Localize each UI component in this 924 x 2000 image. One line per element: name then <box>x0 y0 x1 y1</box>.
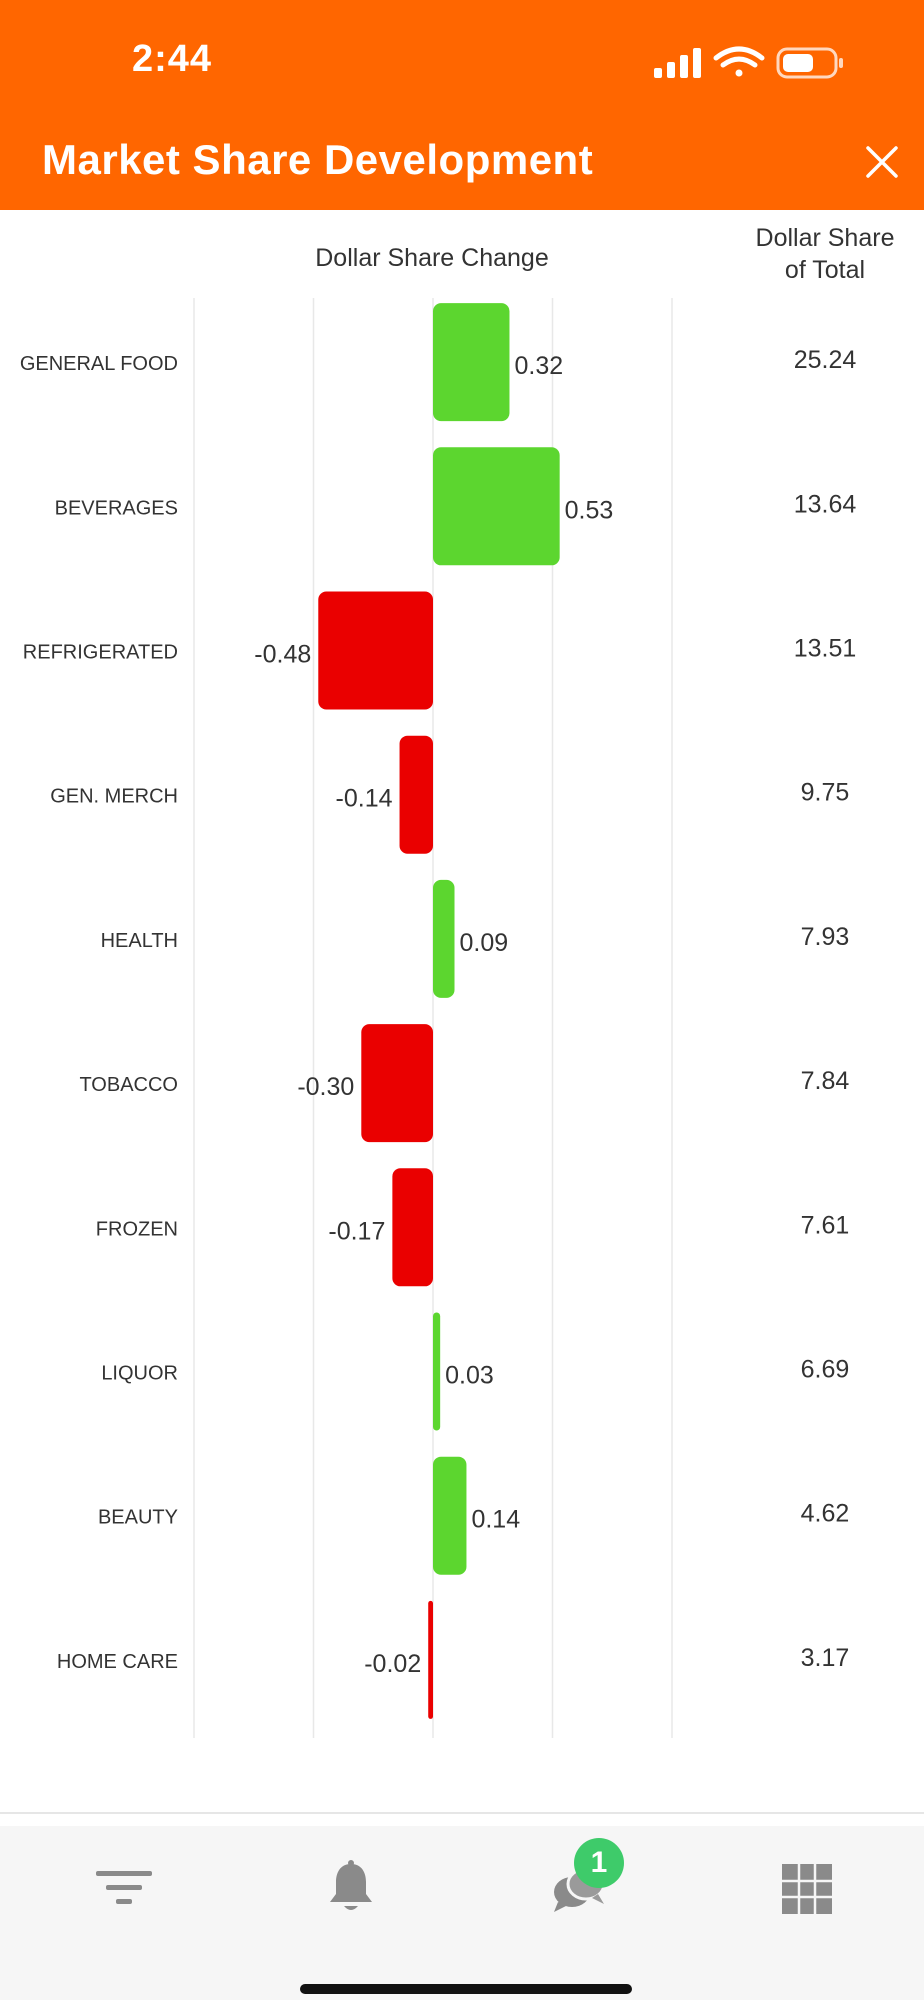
x-tick-label: 0 <box>426 1756 440 1760</box>
signal-icon <box>654 48 701 78</box>
filter-icon[interactable] <box>96 1868 152 1912</box>
change-column-header: Dollar Share Change <box>315 244 549 272</box>
grid-icon[interactable] <box>782 1864 832 1914</box>
bar-value-label: -0.48 <box>254 641 311 669</box>
bar-value-label: 0.53 <box>565 496 614 524</box>
category-label: BEVERAGES <box>55 497 178 519</box>
bar-beverages[interactable] <box>433 447 560 566</box>
category-label: TOBACCO <box>79 1074 178 1096</box>
bar-value-label: 0.03 <box>445 1362 494 1390</box>
share-of-total-value: 9.75 <box>801 779 850 807</box>
bar-value-label: -0.02 <box>364 1650 421 1678</box>
category-label: GEN. MERCH <box>50 786 178 808</box>
share-of-total-value: 13.64 <box>794 490 857 518</box>
bar-health[interactable] <box>433 879 455 998</box>
bar-beauty[interactable] <box>433 1456 467 1575</box>
x-tick-label: -1.00 <box>166 1756 223 1760</box>
bar-tobacco[interactable] <box>361 1024 433 1143</box>
status-icons <box>654 46 843 79</box>
home-indicator <box>300 1984 632 1994</box>
chart-divider <box>0 1812 924 1814</box>
category-label: HOME CARE <box>57 1651 178 1673</box>
share-of-total-value: 13.51 <box>794 635 857 663</box>
page-title: Market Share Development <box>42 136 594 183</box>
share-of-total-value: 3.17 <box>801 1644 850 1672</box>
category-label: LIQUOR <box>101 1363 178 1385</box>
bar-gen-merch[interactable] <box>399 735 433 854</box>
close-icon[interactable] <box>858 138 906 186</box>
share-of-total-value: 6.69 <box>801 1356 850 1384</box>
category-label: GENERAL FOOD <box>20 353 178 375</box>
status-time: 2:44 <box>132 38 213 80</box>
bar-liquor[interactable] <box>433 1312 441 1431</box>
app-header <box>0 0 924 210</box>
bar-home-care[interactable] <box>428 1600 433 1719</box>
category-label: FROZEN <box>96 1218 178 1240</box>
share-of-total-value: 7.61 <box>801 1211 850 1239</box>
chat-badge: 1 <box>574 1838 624 1888</box>
category-label: BEAUTY <box>98 1507 178 1529</box>
bottom-tab-bar <box>0 1826 924 2000</box>
bar-value-label: -0.30 <box>297 1073 354 1101</box>
bar-value-label: -0.17 <box>328 1217 385 1245</box>
battery-icon <box>776 47 843 79</box>
bar-frozen[interactable] <box>392 1168 433 1287</box>
category-label: HEALTH <box>101 930 178 952</box>
bar-value-label: 0.14 <box>471 1506 520 1534</box>
bar-general-food[interactable] <box>433 303 510 422</box>
bar-value-label: -0.14 <box>336 785 393 813</box>
bar-refrigerated[interactable] <box>318 591 433 710</box>
bar-value-label: 0.09 <box>460 929 509 957</box>
x-tick-label: -0.50 <box>285 1756 342 1760</box>
share-of-total-value: 4.62 <box>801 1500 850 1528</box>
wifi-icon <box>713 46 765 77</box>
share-of-total-value: 7.84 <box>801 1067 850 1095</box>
category-label: REFRIGERATED <box>23 642 178 664</box>
share-of-total-value: 25.24 <box>794 346 857 374</box>
share-header-line2: of Total <box>784 256 866 284</box>
x-tick-label: 0.50 <box>528 1756 577 1760</box>
x-tick-label: 1.00 <box>648 1756 697 1760</box>
share-header-line1: Dollar Share <box>755 224 895 252</box>
bars <box>318 303 560 1719</box>
bar-value-label: 0.32 <box>514 352 563 380</box>
share-column-header: Dollar Share of Total <box>730 222 920 286</box>
labels: -1.00 -0.50 0 0.50 1.00 0.32 GENERAL FOOD 25.24… <box>20 346 857 1760</box>
bell-icon[interactable] <box>328 1860 374 1914</box>
share-of-total-value: 7.93 <box>801 923 850 951</box>
market-share-chart: -1.00 -0.50 0 0.50 1.00 0.32 GENERAL FOOD 25.24… <box>20 298 857 1760</box>
